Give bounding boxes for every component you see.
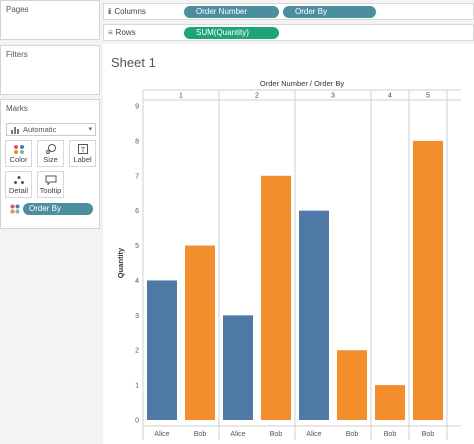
sum-quantity-pill-label: SUM(Quantity)	[196, 28, 249, 37]
y-tick-label: 0	[135, 418, 139, 425]
tooltip-icon	[45, 175, 56, 185]
y-tick-label: 4	[135, 278, 139, 285]
bar	[185, 245, 215, 420]
label-button-label: Label	[73, 155, 92, 164]
color-field-pill[interactable]: Order By	[23, 203, 93, 215]
group-header-label: 2	[255, 93, 259, 100]
color-button-label: Color	[9, 155, 28, 164]
marks-panel: Marks Automatic ▾ Color Size T	[0, 99, 100, 229]
category-label: Alice	[306, 431, 321, 438]
pages-panel[interactable]: Pages	[0, 0, 100, 40]
bar	[261, 175, 291, 420]
category-label: Bob	[346, 431, 359, 438]
bar	[147, 280, 177, 420]
rows-shelf[interactable]: ≡ Rows SUM(Quantity)	[103, 24, 474, 41]
y-tick-label: 1	[135, 383, 139, 390]
marks-panel-title: Marks	[6, 104, 28, 113]
color-legend-icon	[10, 204, 20, 214]
group-header-label: 5	[426, 93, 430, 100]
filters-panel-title: Filters	[6, 50, 28, 59]
group-header-label: 4	[388, 93, 392, 100]
label-button[interactable]: T Label	[69, 140, 96, 167]
tooltip-button[interactable]: Tooltip	[37, 171, 64, 198]
color-button[interactable]: Color	[5, 140, 32, 167]
category-label: Bob	[194, 431, 207, 438]
y-tick-label: 8	[135, 138, 139, 145]
mark-type-dropdown[interactable]: Automatic ▾	[6, 123, 96, 136]
bar	[337, 350, 367, 420]
pages-panel-title: Pages	[6, 5, 29, 14]
bar	[413, 140, 443, 420]
size-icon	[45, 144, 56, 154]
columns-shelf-label: iii Columns	[108, 7, 146, 16]
group-header-label: 1	[179, 93, 183, 100]
detail-button[interactable]: Detail	[5, 171, 32, 198]
mark-type-icon	[11, 127, 19, 134]
bar-chart: Order Number / Order By Quantity 0 1 2 3 4 5 6 7 8…	[116, 79, 461, 440]
y-axis-label: Quantity	[116, 247, 125, 278]
category-label: Alice	[154, 431, 169, 438]
order-number-pill-label: Order Number	[196, 7, 248, 16]
category-label: Bob	[270, 431, 283, 438]
columns-label-text: Columns	[114, 7, 146, 16]
size-button-label: Size	[43, 155, 58, 164]
sum-quantity-pill[interactable]: SUM(Quantity)	[184, 27, 279, 39]
bar	[223, 315, 253, 420]
color-icon	[13, 145, 24, 154]
y-tick-label: 9	[135, 104, 139, 111]
order-by-pill[interactable]: Order By	[283, 6, 376, 18]
bar	[299, 210, 329, 420]
y-tick-label: 6	[135, 208, 139, 215]
order-number-pill[interactable]: Order Number	[184, 6, 279, 18]
bar	[375, 385, 405, 420]
group-header-label: 3	[331, 93, 335, 100]
size-button[interactable]: Size	[37, 140, 64, 167]
rows-shelf-label: ≡ Rows	[108, 28, 136, 37]
y-tick-label: 7	[135, 173, 139, 180]
category-label: Alice	[230, 431, 245, 438]
filters-panel[interactable]: Filters	[0, 45, 100, 95]
category-label: Bob	[422, 431, 435, 438]
y-tick-label: 5	[135, 243, 139, 250]
y-tick-label: 2	[135, 348, 139, 355]
mark-type-value: Automatic	[23, 125, 57, 134]
rows-label-text: Rows	[115, 28, 136, 37]
chart-title: Order Number / Order By	[260, 79, 344, 88]
order-by-pill-label: Order By	[295, 7, 328, 16]
rows-icon: ≡	[108, 28, 113, 37]
category-label: Bob	[384, 431, 397, 438]
sheet-title: Sheet 1	[111, 55, 156, 70]
detail-button-label: Detail	[8, 186, 29, 195]
y-tick-label: 3	[135, 313, 139, 320]
tooltip-button-label: Tooltip	[39, 186, 62, 195]
sheet-view: Sheet 1 Order Number / Order By Quantity 0…	[103, 44, 474, 444]
detail-icon	[13, 176, 24, 184]
svg-text:T: T	[80, 147, 85, 154]
color-field-label: Order By	[29, 204, 62, 213]
columns-shelf[interactable]: iii Columns Order Number Order By	[103, 3, 474, 20]
chevron-down-icon: ▾	[88, 126, 92, 133]
columns-icon: iii	[108, 7, 112, 16]
label-icon: T	[77, 144, 88, 154]
